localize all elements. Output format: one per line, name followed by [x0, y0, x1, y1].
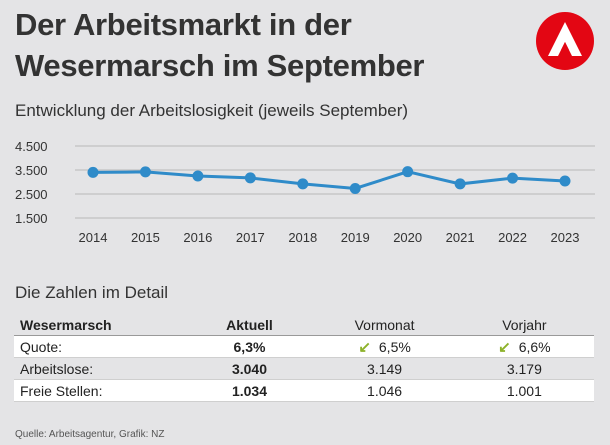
line-chart: 1.500 2.500 3.500 4.500 2014 2015 2016 2017 201… [15, 139, 595, 245]
col-header-aktuell: Aktuell [184, 314, 315, 336]
cell-aktuell: 6,3% [233, 338, 266, 355]
x-tick-label: 2015 [131, 230, 160, 245]
col-header-vorjahr: Vorjahr [454, 314, 594, 336]
title-line-2: Wesermarsch im September [15, 48, 425, 83]
data-point [454, 178, 466, 190]
data-point [402, 166, 414, 178]
arrow-down-left-icon: ↙ [358, 338, 371, 356]
x-tick-label: 2022 [498, 230, 527, 245]
detail-title: Die Zahlen im Detail [15, 283, 169, 302]
cell-aktuell: 3.040 [231, 360, 267, 377]
title-line-1: Der Arbeitsmarkt in der [15, 7, 352, 42]
col-header-vormonat: Vormonat [314, 314, 455, 336]
arrow-down-left-icon: ↙ [498, 338, 511, 356]
cell-vormonat: 3.149 [367, 360, 403, 377]
x-tick-label: 2019 [341, 230, 370, 245]
x-tick-label: 2023 [551, 230, 580, 245]
row-label: Quote: [20, 338, 63, 355]
y-tick-label: 3.500 [15, 163, 48, 178]
cell-aktuell: 1.034 [231, 382, 267, 399]
data-point [507, 172, 519, 184]
table-row-freie-stellen: Freie Stellen: 1.034 1.046 1.001 [14, 379, 594, 402]
data-point [297, 178, 309, 190]
data-point [192, 170, 204, 182]
data-point [87, 166, 99, 178]
x-tick-label: 2018 [288, 230, 317, 245]
cell-vorjahr: 1.001 [506, 382, 542, 399]
data-point [139, 166, 151, 178]
data-point [559, 175, 571, 187]
source-note: Quelle: Arbeitsagentur, Grafik: NZ [15, 429, 165, 440]
x-tick-label: 2021 [446, 230, 475, 245]
cell-vorjahr: ↙ 6,6% [498, 338, 551, 356]
table-row-quote: Quote: 6,3% ↙ 6,5% ↙ 6,6% [14, 335, 594, 358]
chart-title: Entwicklung der Arbeitslosigkeit (jeweil… [15, 101, 409, 120]
cell-vormonat: ↙ 6,5% [358, 338, 411, 356]
data-point [349, 182, 361, 194]
x-tick-label: 2016 [183, 230, 212, 245]
table-header-row: Wesermarsch Aktuell Vormonat Vorjahr [14, 314, 594, 336]
cell-vorjahr: 3.179 [506, 360, 542, 377]
y-tick-label: 4.500 [15, 139, 48, 154]
stats-table: Wesermarsch Aktuell Vormonat Vorjahr Quo… [14, 314, 594, 402]
x-tick-label: 2017 [236, 230, 265, 245]
data-point [244, 172, 256, 184]
col-header-region: Wesermarsch [14, 314, 185, 336]
cell-vormonat: 1.046 [367, 382, 403, 399]
x-tick-label: 2020 [393, 230, 422, 245]
x-tick-label: 2014 [79, 230, 108, 245]
y-tick-label: 2.500 [15, 187, 48, 202]
table-row-arbeitslose: Arbeitslose: 3.040 3.149 3.179 [14, 358, 594, 380]
page-title: Der Arbeitsmarkt in der Wesermarsch im S… [15, 4, 425, 86]
row-label: Freie Stellen: [20, 382, 103, 399]
row-label: Arbeitslose: [20, 360, 94, 377]
agentur-logo-icon [536, 12, 594, 70]
series-line [92, 170, 566, 191]
y-tick-label: 1.500 [15, 211, 48, 226]
